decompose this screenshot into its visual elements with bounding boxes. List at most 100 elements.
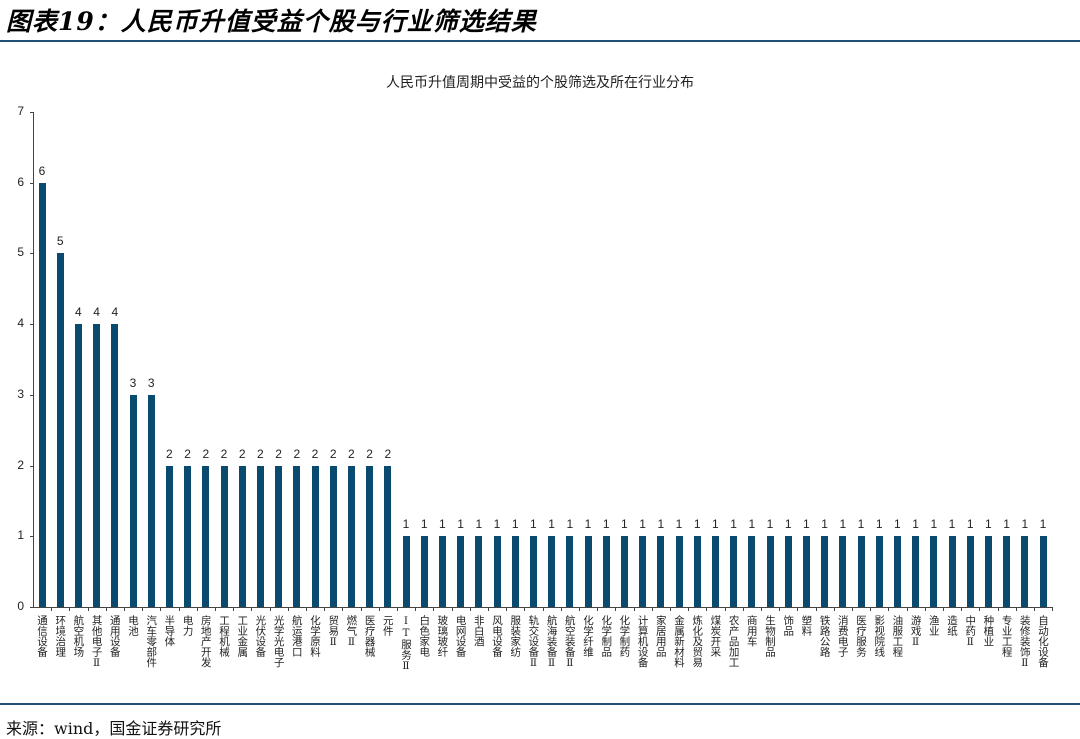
- x-category-label: 商用车: [745, 615, 758, 647]
- bar-value-label: 4: [111, 305, 119, 320]
- title-divider: [0, 40, 1080, 42]
- bar-value-label: 1: [457, 517, 464, 532]
- x-category-label: 种植业: [982, 615, 995, 647]
- bar-value-label: 1: [657, 517, 665, 532]
- bar: [1003, 536, 1011, 607]
- x-tick-mark: [669, 607, 671, 611]
- y-tick-mark: [30, 112, 34, 113]
- x-category-label: 光伏设备: [254, 615, 267, 657]
- x-tick-mark: [1015, 607, 1017, 611]
- x-category-label: 化学纤维: [582, 615, 594, 657]
- bar: [529, 536, 537, 607]
- x-tick-mark: [196, 607, 198, 611]
- bar-value-label: 1: [784, 517, 792, 532]
- bar: [293, 465, 301, 607]
- y-tick-label: 5: [17, 245, 24, 260]
- x-category-label: 专业工程: [1000, 615, 1013, 657]
- bar: [311, 465, 319, 607]
- x-tick-mark: [287, 607, 289, 611]
- x-category-label: 玻璃玻纤: [436, 615, 449, 657]
- bar: [74, 324, 82, 607]
- bar-value-label: 1: [875, 517, 883, 532]
- x-tick-mark: [160, 607, 162, 611]
- x-category-label: 家居用品: [654, 615, 667, 657]
- y-tick-label: 6: [17, 174, 24, 189]
- bar-value-label: 2: [220, 446, 228, 461]
- bar-value-label: 2: [202, 446, 210, 461]
- x-tick-mark: [542, 607, 544, 611]
- y-tick-label: 4: [17, 316, 24, 331]
- bar-value-label: 1: [730, 517, 737, 532]
- bar: [511, 536, 519, 607]
- bar-value-label: 1: [420, 517, 428, 532]
- x-category-label: 化学原料: [309, 615, 321, 657]
- bar: [857, 536, 865, 607]
- bar-value-label: 2: [257, 446, 264, 461]
- bar: [111, 324, 119, 607]
- bar: [420, 536, 428, 607]
- bar: [930, 536, 938, 607]
- bar-value-label: 1: [1021, 517, 1029, 532]
- x-tick-mark: [724, 607, 726, 611]
- x-tick-mark: [123, 607, 125, 611]
- x-tick-mark: [233, 607, 235, 611]
- bar: [165, 465, 173, 607]
- x-category-label: 化学制品: [600, 615, 613, 657]
- bar-value-label: 1: [402, 517, 410, 532]
- bar-value-label: 1: [493, 517, 501, 532]
- bar: [475, 536, 483, 607]
- bar-value-label: 2: [238, 446, 246, 461]
- bar-value-label: 1: [985, 517, 992, 532]
- bar-value-label: 4: [93, 305, 100, 320]
- x-tick-mark: [105, 607, 107, 611]
- bar: [256, 465, 264, 607]
- bar-value-label: 4: [75, 305, 82, 320]
- x-category-label: 环境治理: [54, 615, 67, 657]
- bar: [1021, 536, 1029, 607]
- bar-value-label: 1: [966, 517, 974, 532]
- x-category-label: 贸易Ⅱ: [327, 615, 340, 648]
- x-category-label: 工业金属: [236, 615, 249, 657]
- x-category-label: 计算机设备: [636, 615, 649, 668]
- x-category-label: 铁路公路: [818, 615, 831, 657]
- bar: [893, 536, 901, 607]
- x-tick-mark: [51, 607, 53, 611]
- bar: [366, 465, 374, 607]
- bar-value-label: 2: [366, 446, 373, 461]
- x-tick-mark: [360, 607, 362, 611]
- bar: [675, 536, 683, 607]
- bar-value-label: 5: [56, 234, 64, 249]
- x-category-label: 航运港口: [290, 615, 303, 657]
- x-tick-mark: [269, 607, 271, 611]
- bar: [202, 465, 210, 607]
- x-tick-mark: [961, 607, 963, 611]
- source-divider: [0, 703, 1080, 705]
- x-tick-mark: [378, 607, 380, 611]
- x-tick-mark: [578, 607, 580, 611]
- bar-value-label: 2: [329, 446, 337, 461]
- x-tick-mark: [888, 607, 890, 611]
- x-category-label: 生物制品: [764, 615, 776, 657]
- x-tick-mark: [979, 607, 981, 611]
- bar-value-label: 1: [639, 517, 646, 532]
- x-tick-mark: [142, 607, 144, 611]
- bar: [457, 536, 465, 607]
- x-category-label: 通用设备: [108, 615, 121, 657]
- bar: [802, 536, 810, 607]
- x-category-label: 电网设备: [454, 615, 467, 657]
- x-tick-mark: [1033, 607, 1035, 611]
- bar: [220, 465, 228, 607]
- bar-value-label: 2: [166, 446, 173, 461]
- bar-value-label: 2: [184, 446, 191, 461]
- bar-value-label: 1: [857, 517, 865, 532]
- bar: [275, 465, 283, 607]
- x-category-label: 汽车零部件: [145, 615, 158, 668]
- x-category-label: 燃气Ⅱ: [345, 615, 358, 648]
- bar-value-label: 1: [839, 517, 847, 532]
- x-category-label: 白色家电: [418, 615, 431, 657]
- x-category-label: 轨交设备Ⅱ: [527, 615, 540, 669]
- bar: [657, 536, 665, 607]
- bar-value-label: 1: [948, 517, 956, 532]
- bar-value-label: 1: [584, 517, 592, 532]
